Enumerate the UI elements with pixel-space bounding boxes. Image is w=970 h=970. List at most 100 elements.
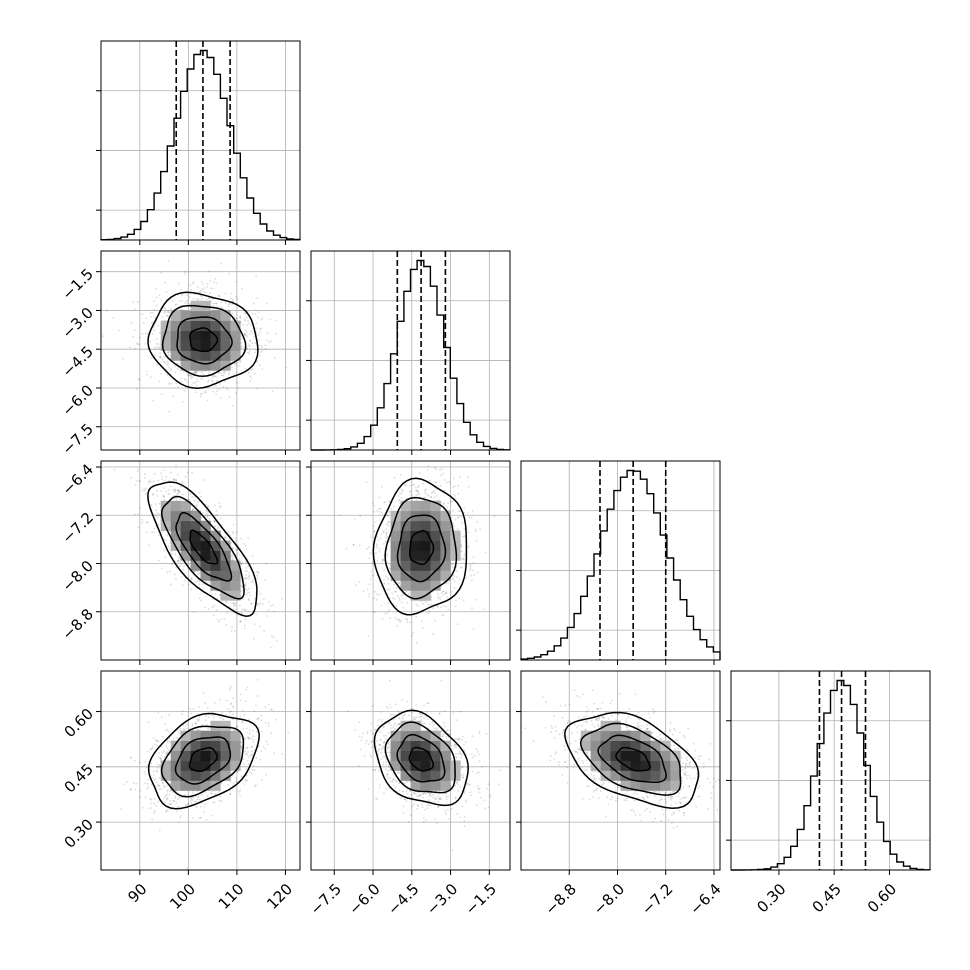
contour-1 [176,316,233,365]
density-cells [160,500,241,601]
sample-point [393,476,396,479]
sample-point [260,327,262,330]
sample-point [176,493,179,496]
sample-point [163,756,166,758]
sample-point [246,324,249,326]
sample-point [190,374,192,377]
sample-point [180,563,183,566]
sample-point [272,636,275,638]
sample-point [148,544,151,547]
sample-point [228,396,231,398]
density-cell [430,530,441,541]
sample-point [151,818,154,820]
sample-point [129,346,131,349]
sample-point [396,594,399,597]
sample-point [184,803,187,806]
sample-point [470,517,473,520]
sample-point [267,722,270,724]
sample-point [435,488,438,491]
sample-point [368,583,371,586]
sample-point [422,602,424,605]
sample-point [194,371,197,373]
sample-point [184,271,186,273]
sample-point [377,539,380,542]
sample-point [224,537,227,540]
sample-point [203,479,206,481]
sample-point [198,706,201,708]
sample-point [200,516,203,519]
sample-point [459,578,461,581]
sample-point [382,530,385,532]
sample-point [162,495,165,498]
sample-point [475,598,478,601]
sample-point [248,575,250,578]
sample-point [205,391,208,394]
density-cell [190,330,201,341]
sample-point [211,287,214,290]
sample-point [184,302,186,304]
panel-2-1 [306,460,511,665]
sample-point [368,595,370,598]
sample-point [141,518,144,521]
sample-point [371,501,374,504]
sample-point [256,603,259,605]
sample-point [190,577,193,580]
sample-point [373,511,375,513]
sample-point [178,555,181,558]
sample-point [406,602,409,604]
sample-point [195,372,197,374]
sample-point [259,758,262,761]
sample-point [177,489,180,492]
sample-point [240,775,243,777]
sample-point [132,336,134,338]
sample-point [149,340,152,343]
sample-point [160,271,163,274]
sample-point [467,485,470,488]
sample-point [162,316,164,318]
sample-point [160,754,163,757]
sample-point [203,391,206,394]
sample-point [256,297,258,299]
sample-point [169,790,172,793]
sample-point [172,395,175,398]
sample-point [393,505,395,508]
sample-point [239,361,242,363]
sample-point [175,464,177,467]
sample-point [214,514,216,517]
sample-point [427,465,430,468]
sample-point [387,521,390,524]
sample-point [179,485,182,488]
density-cell [440,560,451,571]
sample-point [235,392,237,394]
sample-point [165,729,168,732]
sample-point [193,372,195,374]
sample-point [192,376,195,379]
sample-point [175,566,178,569]
sample-point [245,753,247,756]
sample-point [185,372,188,375]
sample-point [197,380,200,383]
sample-point [157,766,159,769]
sample-point [452,522,455,525]
sample-point [455,576,458,578]
sample-point [240,321,243,324]
panel-2-2 [516,460,721,665]
sample-point [153,531,156,533]
sample-point [259,593,262,595]
sample-point [244,333,247,336]
sample-point [257,339,260,341]
density-cell [180,310,191,321]
sample-point [181,309,184,311]
sample-point [211,374,214,377]
sample-point [245,727,248,730]
sample-point [196,580,199,582]
sample-point [194,499,197,502]
sample-point [218,502,221,505]
sample-point [186,471,189,474]
sample-point [281,752,284,755]
sample-point [461,515,464,518]
sample-point [187,560,189,563]
sample-point [255,349,258,351]
sample-point [163,361,166,363]
sample-point [202,583,205,586]
